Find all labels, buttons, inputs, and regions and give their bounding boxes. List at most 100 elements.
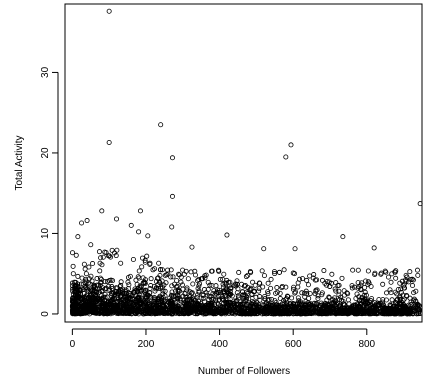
data-point	[292, 246, 298, 252]
data-point	[321, 309, 327, 315]
data-point	[179, 282, 185, 288]
data-point	[106, 139, 112, 145]
data-point	[219, 304, 225, 310]
data-point	[365, 268, 371, 274]
data-point	[262, 296, 268, 302]
data-point	[80, 295, 86, 301]
data-point	[190, 281, 196, 287]
y-axis-title: Total Activity	[14, 135, 25, 190]
data-point	[196, 283, 202, 289]
data-point	[304, 311, 310, 317]
data-point	[182, 291, 188, 297]
data-point	[297, 308, 303, 314]
data-point	[148, 311, 154, 317]
data-point	[134, 308, 140, 314]
data-point	[257, 294, 263, 300]
data-point	[70, 263, 76, 269]
data-point	[195, 278, 201, 284]
x-tick-label: 400	[211, 339, 228, 350]
data-point	[340, 234, 346, 240]
data-point	[393, 275, 399, 281]
data-point	[153, 278, 159, 284]
data-point	[156, 260, 162, 266]
data-point	[189, 300, 195, 306]
data-point	[108, 298, 114, 304]
data-point	[145, 233, 151, 239]
data-point	[125, 279, 131, 285]
data-point	[363, 296, 369, 302]
data-point	[168, 267, 174, 273]
data-point	[205, 286, 211, 292]
data-point	[89, 297, 95, 303]
data-point	[106, 283, 112, 289]
data-point	[281, 267, 287, 273]
data-point	[223, 287, 229, 293]
data-point	[321, 268, 327, 274]
data-point	[327, 304, 333, 310]
data-point	[345, 291, 351, 297]
data-point	[168, 274, 174, 280]
data-point	[253, 294, 259, 300]
data-point	[75, 234, 81, 240]
data-point	[250, 279, 256, 285]
data-point	[409, 276, 415, 282]
data-point	[144, 253, 150, 259]
data-point	[329, 271, 335, 277]
data-point	[178, 274, 184, 280]
data-point	[395, 296, 401, 302]
data-point	[79, 309, 85, 315]
data-point	[329, 310, 335, 316]
plot-box	[64, 3, 423, 323]
data-point	[221, 271, 227, 277]
data-point	[407, 269, 413, 275]
data-point	[216, 287, 222, 293]
data-point	[288, 142, 294, 148]
data-point	[73, 252, 79, 258]
data-point	[279, 306, 285, 312]
data-point	[157, 266, 163, 272]
data-point	[295, 295, 301, 301]
data-point	[411, 298, 417, 304]
data-point	[215, 287, 221, 293]
data-point	[113, 253, 119, 259]
data-point	[104, 279, 110, 285]
data-point	[334, 300, 340, 306]
data-point	[390, 301, 396, 307]
data-point	[315, 296, 321, 302]
data-point	[311, 307, 317, 313]
data-point	[90, 261, 96, 267]
data-point	[152, 295, 158, 301]
data-point	[290, 300, 296, 306]
data-point	[138, 300, 144, 306]
data-point	[123, 301, 129, 307]
data-point	[74, 301, 80, 307]
data-point	[277, 290, 283, 296]
data-point	[243, 274, 249, 280]
data-point	[230, 300, 236, 306]
data-point	[140, 255, 146, 261]
data-point	[125, 286, 131, 292]
data-point	[109, 247, 115, 253]
data-point	[136, 294, 142, 300]
data-point	[154, 275, 160, 281]
data-point	[325, 305, 331, 311]
data-point	[349, 283, 355, 289]
data-point	[349, 285, 355, 291]
data-point	[86, 294, 92, 300]
data-point	[400, 298, 406, 304]
data-point	[181, 271, 187, 277]
data-point	[375, 300, 381, 306]
data-point	[404, 274, 410, 280]
data-point	[94, 276, 100, 282]
data-point	[388, 290, 394, 296]
data-point	[304, 291, 310, 297]
data-point	[417, 201, 423, 207]
data-point	[188, 290, 194, 296]
data-point	[156, 302, 162, 308]
data-point	[208, 268, 214, 274]
data-point	[142, 279, 148, 285]
data-point	[217, 276, 223, 282]
x-tick-label: 600	[285, 339, 302, 350]
data-point	[350, 267, 356, 273]
y-axis: 0 10 20 30	[40, 66, 59, 317]
